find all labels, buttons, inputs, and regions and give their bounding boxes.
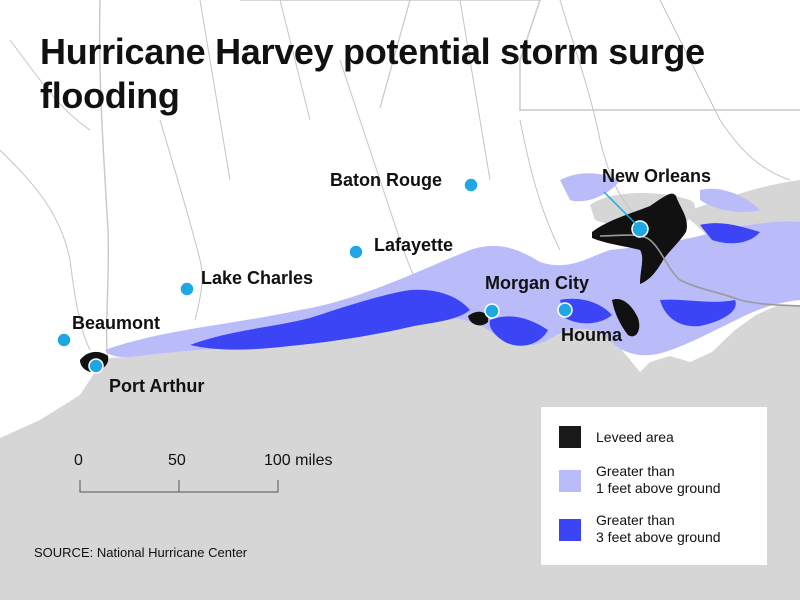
legend-item-3ft: Greater than 3 feet above ground bbox=[541, 512, 767, 552]
legend-label-leveed: Leveed area bbox=[596, 429, 674, 445]
legend-item-leveed: Leveed area bbox=[541, 423, 767, 453]
city-label-beaumont: Beaumont bbox=[72, 313, 161, 333]
legend-swatch-1ft bbox=[559, 470, 581, 492]
city-marker-beaumont bbox=[56, 332, 72, 348]
scale-label-50: 50 bbox=[168, 452, 186, 469]
city-marker-morgan-city bbox=[484, 303, 500, 319]
legend-label-3ft-line2: 3 feet above ground bbox=[596, 529, 721, 545]
city-marker-lafayette bbox=[348, 244, 364, 260]
scale-bar bbox=[79, 480, 279, 493]
city-marker-port-arthur bbox=[88, 358, 104, 374]
legend-label-3ft: Greater than 3 feet above ground bbox=[596, 512, 721, 546]
city-label-lake-charles: Lake Charles bbox=[201, 268, 314, 288]
city-markers bbox=[56, 177, 649, 374]
legend-swatch-leveed bbox=[559, 426, 581, 448]
legend-label-1ft: Greater than 1 feet above ground bbox=[596, 463, 721, 497]
legend-label-1ft-line2: 1 feet above ground bbox=[596, 480, 721, 496]
new-orleans-leader-line bbox=[603, 191, 637, 225]
map-title: Hurricane Harvey potential storm surge f… bbox=[40, 31, 705, 116]
city-label-new-orleans: New Orleans bbox=[602, 166, 712, 186]
source-note: SOURCE: National Hurricane Center bbox=[34, 545, 248, 560]
city-marker-new-orleans bbox=[631, 220, 649, 238]
city-label-baton-rouge: Baton Rouge bbox=[330, 170, 442, 190]
scale-label-100: 100 miles bbox=[264, 452, 333, 469]
city-label-port-arthur: Port Arthur bbox=[109, 376, 205, 396]
legend-swatch-3ft bbox=[559, 519, 581, 541]
legend-item-1ft: Greater than 1 feet above ground bbox=[541, 463, 767, 503]
city-label-morgan-city: Morgan City bbox=[485, 273, 590, 293]
state-boundary bbox=[379, 0, 411, 109]
city-label-lafayette: Lafayette bbox=[374, 235, 454, 255]
city-label-houma: Houma bbox=[561, 325, 623, 345]
city-marker-baton-rouge bbox=[463, 177, 479, 193]
state-boundary bbox=[240, 0, 800, 111]
city-marker-houma bbox=[557, 302, 573, 318]
flood-area-3ft bbox=[190, 223, 760, 350]
legend: Leveed area Greater than 1 feet above gr… bbox=[540, 406, 768, 566]
legend-label-3ft-line1: Greater than bbox=[596, 512, 675, 528]
city-marker-lake-charles bbox=[179, 281, 195, 297]
legend-label-1ft-line1: Greater than bbox=[596, 463, 675, 479]
state-boundary bbox=[98, 0, 110, 363]
scale-label-0: 0 bbox=[74, 452, 83, 469]
